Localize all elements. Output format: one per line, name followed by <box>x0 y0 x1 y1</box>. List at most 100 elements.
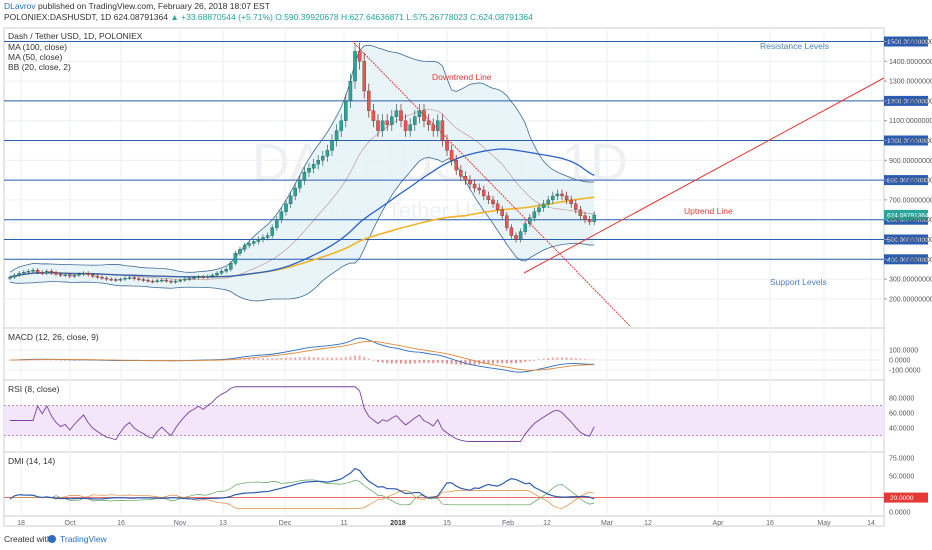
macd-histogram-bar <box>381 360 384 363</box>
macd-histogram-bar <box>275 358 278 360</box>
candle-body <box>298 179 302 189</box>
macd-title[interactable]: MACD (12, 26, close, 9) <box>8 332 99 342</box>
price-tick-label: 1000.00000000 <box>889 138 932 145</box>
macd-histogram-bar <box>487 360 490 364</box>
level-price-label: 500.00000000 <box>887 237 929 244</box>
macd-histogram-bar <box>538 359 540 360</box>
svg-text:POLONIEX:DASHUSDT, 1D 624.0879: POLONIEX:DASHUSDT, 1D 624.08791364 ▲ +33… <box>4 12 533 22</box>
candle-body <box>238 249 242 254</box>
candle-body <box>183 278 187 281</box>
price-tick-label: 600.00000000 <box>889 217 932 224</box>
candle-body <box>215 273 219 276</box>
macd-tick-label: 0.0000 <box>889 358 911 365</box>
author-link[interactable]: DLavrov <box>4 1 36 11</box>
candle-body <box>482 189 486 197</box>
candle-body <box>26 271 31 273</box>
macd-histogram-bar <box>528 360 531 361</box>
time-tick-label: Apr <box>713 520 725 527</box>
candle-body <box>495 203 500 210</box>
candle-body <box>233 253 238 264</box>
macd-histogram-bar <box>354 355 356 360</box>
price-tick-label: 1100.00000000 <box>889 118 932 125</box>
macd-histogram-bar <box>344 357 347 360</box>
candle-body <box>385 120 389 125</box>
candle-body <box>491 199 495 205</box>
time-tick-label: Nov <box>174 520 187 527</box>
price-tick-label: 900.00000000 <box>889 158 932 165</box>
macd-signal-line <box>9 340 595 371</box>
candle-body <box>334 130 339 141</box>
candle-body <box>63 274 67 276</box>
last-price-label: 624.08791364 <box>887 212 929 219</box>
macd-histogram-bar <box>280 357 283 360</box>
time-tick-label: 14 <box>867 520 875 527</box>
macd-histogram-bar <box>515 360 517 364</box>
legend-bb[interactable]: BB (20, close, 2) <box>8 62 71 72</box>
macd-histogram-bar <box>565 357 568 360</box>
macd-histogram-bar <box>326 357 329 360</box>
time-tick-label: 18 <box>17 520 25 527</box>
candle-body <box>31 270 35 272</box>
time-axis[interactable]: 18 Oct 16 Nov 13 Dec 11 2018 15 Feb 12 Mar 12 Apr 16 Ma… <box>17 520 875 527</box>
macd-histogram-bar <box>446 360 448 364</box>
level-price-label: 800.00000000 <box>887 178 929 185</box>
candle-body <box>408 124 412 131</box>
dmi-tick-label: 50.0000 <box>889 474 914 481</box>
candle-body <box>380 120 385 131</box>
candle-body <box>12 274 17 278</box>
level-price-label: 400.00000000 <box>887 257 929 264</box>
candle-body <box>91 274 95 277</box>
candle-body <box>160 279 164 282</box>
macd-histogram-bar <box>450 360 453 365</box>
legend-ma50[interactable]: MA (50, close) <box>8 52 62 62</box>
candle-body <box>45 271 49 274</box>
dmi-title[interactable]: DMI (14, 14) <box>8 456 55 466</box>
candle-body <box>155 280 159 282</box>
bb-lower-line <box>9 157 595 302</box>
candle-body <box>463 175 468 181</box>
candle-body <box>104 277 109 280</box>
candle-body <box>146 279 150 282</box>
candle-body <box>288 195 293 205</box>
close-readout: C:624.08791364 <box>470 12 533 22</box>
downtrend-annotation: Downtrend Line <box>432 72 492 82</box>
candle-body <box>500 209 504 216</box>
ma50-line <box>9 148 595 278</box>
tradingview-logo-icon <box>48 535 56 543</box>
candle-body <box>348 80 353 102</box>
candle-body <box>532 211 537 218</box>
macd-histogram-bar <box>432 360 435 364</box>
dmi-tick-label: 0.0000 <box>889 510 911 517</box>
rsi-tick-label: 60.0000 <box>889 411 914 418</box>
level-price-label: 600.00000000 <box>887 217 929 224</box>
horizontal-levels: 1500.00000000 1200.00000000 1000.00000000 8… <box>4 36 932 265</box>
candle-body <box>477 187 481 191</box>
candle-body <box>555 193 560 197</box>
dmi-minus-line <box>10 490 595 509</box>
candle-body <box>316 160 320 165</box>
candle-body <box>413 116 417 125</box>
macd-histogram-bar <box>542 358 545 360</box>
candle-body <box>270 227 274 236</box>
legend-ma100[interactable]: MA (100, close) <box>8 42 67 52</box>
candle-body <box>583 215 587 220</box>
candle-body <box>560 193 564 197</box>
macd-histogram-bar <box>501 360 504 364</box>
macd-histogram-bar <box>55 359 57 361</box>
rsi-tick-label: 80.0000 <box>889 396 914 403</box>
price-axis[interactable]: 1500.00000000 1400.00000000 1300.00000000 1… <box>884 39 932 303</box>
candle-body <box>68 274 72 277</box>
candle-body <box>169 280 173 283</box>
candle-body <box>486 195 491 201</box>
candle-body <box>390 116 394 125</box>
candle-body <box>40 272 44 274</box>
macd-histogram-bar <box>9 360 11 361</box>
rsi-title[interactable]: RSI (8, close) <box>8 384 60 394</box>
candle-body <box>459 170 463 177</box>
macd-histogram-bar <box>588 359 591 361</box>
macd-histogram-bar <box>423 360 425 363</box>
macd-histogram-bar <box>404 360 407 364</box>
macd-histogram-bar <box>262 358 264 360</box>
footer-brand[interactable]: TradingView <box>60 534 108 544</box>
macd-histogram-bar <box>248 358 251 360</box>
